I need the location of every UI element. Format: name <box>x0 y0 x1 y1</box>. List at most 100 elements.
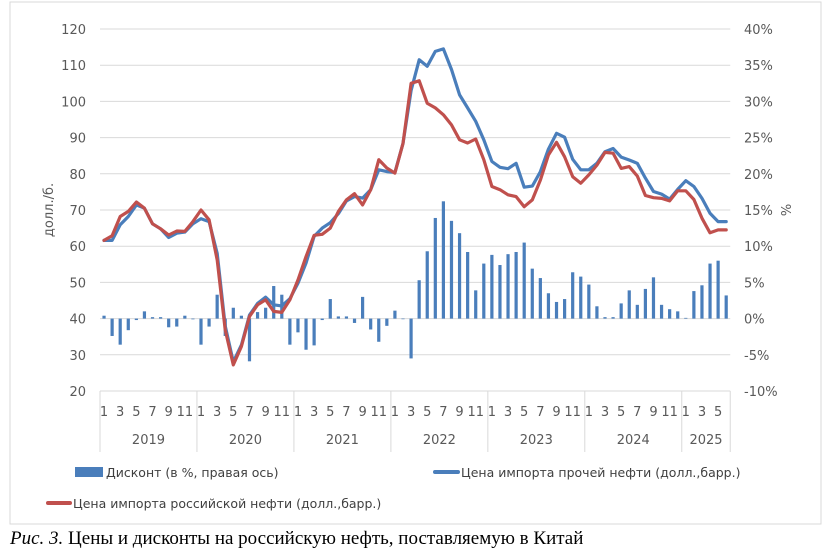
y-axis-left-label: долл./б. <box>42 183 57 237</box>
y-left-tick-label: 80 <box>69 168 86 183</box>
discount-bar <box>118 318 122 345</box>
y-right-tick-label: -10% <box>744 385 778 400</box>
discount-bar <box>482 263 486 319</box>
month-tick-label: 7 <box>633 405 641 420</box>
discount-bar <box>417 280 421 319</box>
discount-bar <box>110 318 114 336</box>
month-tick-label: 11 <box>661 405 678 420</box>
caption-prefix: Рис. 3. <box>10 528 64 549</box>
discount-bar <box>457 233 462 319</box>
discount-bar <box>134 318 138 321</box>
month-tick-label: 11 <box>274 405 291 420</box>
discount-bar <box>619 303 623 319</box>
month-tick-label: 7 <box>245 405 253 420</box>
discount-bar <box>595 306 599 319</box>
discount-bar <box>498 265 502 319</box>
legend-swatch-discount <box>75 467 103 477</box>
month-tick-label: 11 <box>177 405 194 420</box>
discount-bar <box>603 317 607 319</box>
discount-bar <box>506 254 510 319</box>
y-right-tick-label: 0% <box>744 313 765 328</box>
month-tick-label: 9 <box>261 405 269 420</box>
month-tick-label: 3 <box>310 405 318 420</box>
month-tick-label: 3 <box>213 405 221 420</box>
discount-bar <box>320 318 324 321</box>
discount-bar <box>296 318 300 333</box>
discount-bar <box>328 299 332 319</box>
discount-bar <box>247 318 252 362</box>
discount-bar <box>401 318 405 320</box>
month-tick-label: 3 <box>601 405 609 420</box>
month-tick-label: 5 <box>423 405 431 420</box>
price-lines <box>102 47 728 367</box>
discount-bar <box>264 307 268 319</box>
discount-bar <box>207 318 211 327</box>
y-right-tick-label: 5% <box>744 276 765 291</box>
discount-bar <box>514 251 518 319</box>
month-tick-label: 11 <box>370 405 387 420</box>
month-tick-label: 5 <box>229 405 237 420</box>
russian-oil-price-line <box>102 79 728 367</box>
month-tick-label: 5 <box>326 405 334 420</box>
month-tick-label: 9 <box>455 405 463 420</box>
y-left-tick-label: 70 <box>69 204 86 219</box>
discount-bar <box>538 278 542 319</box>
month-tick-label: 3 <box>116 405 124 420</box>
discount-bar <box>167 318 171 328</box>
discount-bar <box>587 284 591 319</box>
y-left-tick-label: 60 <box>69 240 86 255</box>
discount-bar <box>191 318 195 320</box>
discount-bar <box>199 318 203 345</box>
discount-bar <box>352 318 357 323</box>
discount-bar <box>183 315 187 319</box>
month-tick-label: 7 <box>342 405 350 420</box>
y-right-tick-label: 30% <box>744 95 773 110</box>
legend-label-discount: Дисконт (в %, правая ось) <box>106 465 278 480</box>
discount-bar <box>684 317 688 319</box>
discount-bar <box>126 318 130 331</box>
discount-bar <box>643 288 647 319</box>
discount-bar <box>635 304 639 319</box>
month-tick-label: 7 <box>439 405 447 420</box>
discount-bar <box>530 268 534 319</box>
discount-bar <box>336 316 340 319</box>
month-tick-label: 7 <box>148 405 156 420</box>
month-tick-label: 9 <box>165 405 173 420</box>
discount-bar <box>361 296 365 319</box>
discount-bar <box>659 304 664 319</box>
month-tick-label: 3 <box>504 405 512 420</box>
discount-bar <box>344 316 349 319</box>
y-left-tick-label: 120 <box>61 23 86 38</box>
y-left-tick-label: 40 <box>69 313 86 328</box>
discount-bar <box>579 276 583 319</box>
discount-bar <box>724 295 728 319</box>
month-tick-label: 5 <box>132 405 140 420</box>
year-label: 2022 <box>423 433 456 448</box>
discount-bar <box>433 217 437 319</box>
year-label: 2024 <box>617 433 650 448</box>
discount-bar <box>627 290 631 319</box>
discount-bar <box>490 254 494 319</box>
month-tick-label: 1 <box>391 405 399 420</box>
discount-bar <box>409 318 413 359</box>
discount-bar <box>312 318 316 346</box>
y-right-tick-label: 20% <box>744 168 773 183</box>
y-left-tick-label: 110 <box>61 59 86 74</box>
discount-bar <box>676 311 680 319</box>
figure-caption: Рис. 3. Цены и дисконты на российскую не… <box>10 528 583 550</box>
month-tick-label: 1 <box>488 405 496 420</box>
month-tick-label: 5 <box>617 405 625 420</box>
discount-bar <box>563 299 567 319</box>
discount-bar <box>369 318 373 330</box>
month-tick-label: 1 <box>294 405 302 420</box>
discount-bar <box>288 318 292 345</box>
month-tick-label: 3 <box>698 405 706 420</box>
discount-bar <box>231 307 235 319</box>
discount-bar <box>377 318 381 342</box>
y-left-tick-label: 90 <box>69 132 86 147</box>
y-right-tick-label: 40% <box>744 23 773 38</box>
y-left-tick-label: 30 <box>69 349 86 364</box>
discount-bar <box>668 309 672 319</box>
month-tick-label: 5 <box>714 405 722 420</box>
axes: 20 30 40 50 60 70 80 90 100 110 120 -10% -5% 0% 5% 10% 1… <box>61 23 778 452</box>
